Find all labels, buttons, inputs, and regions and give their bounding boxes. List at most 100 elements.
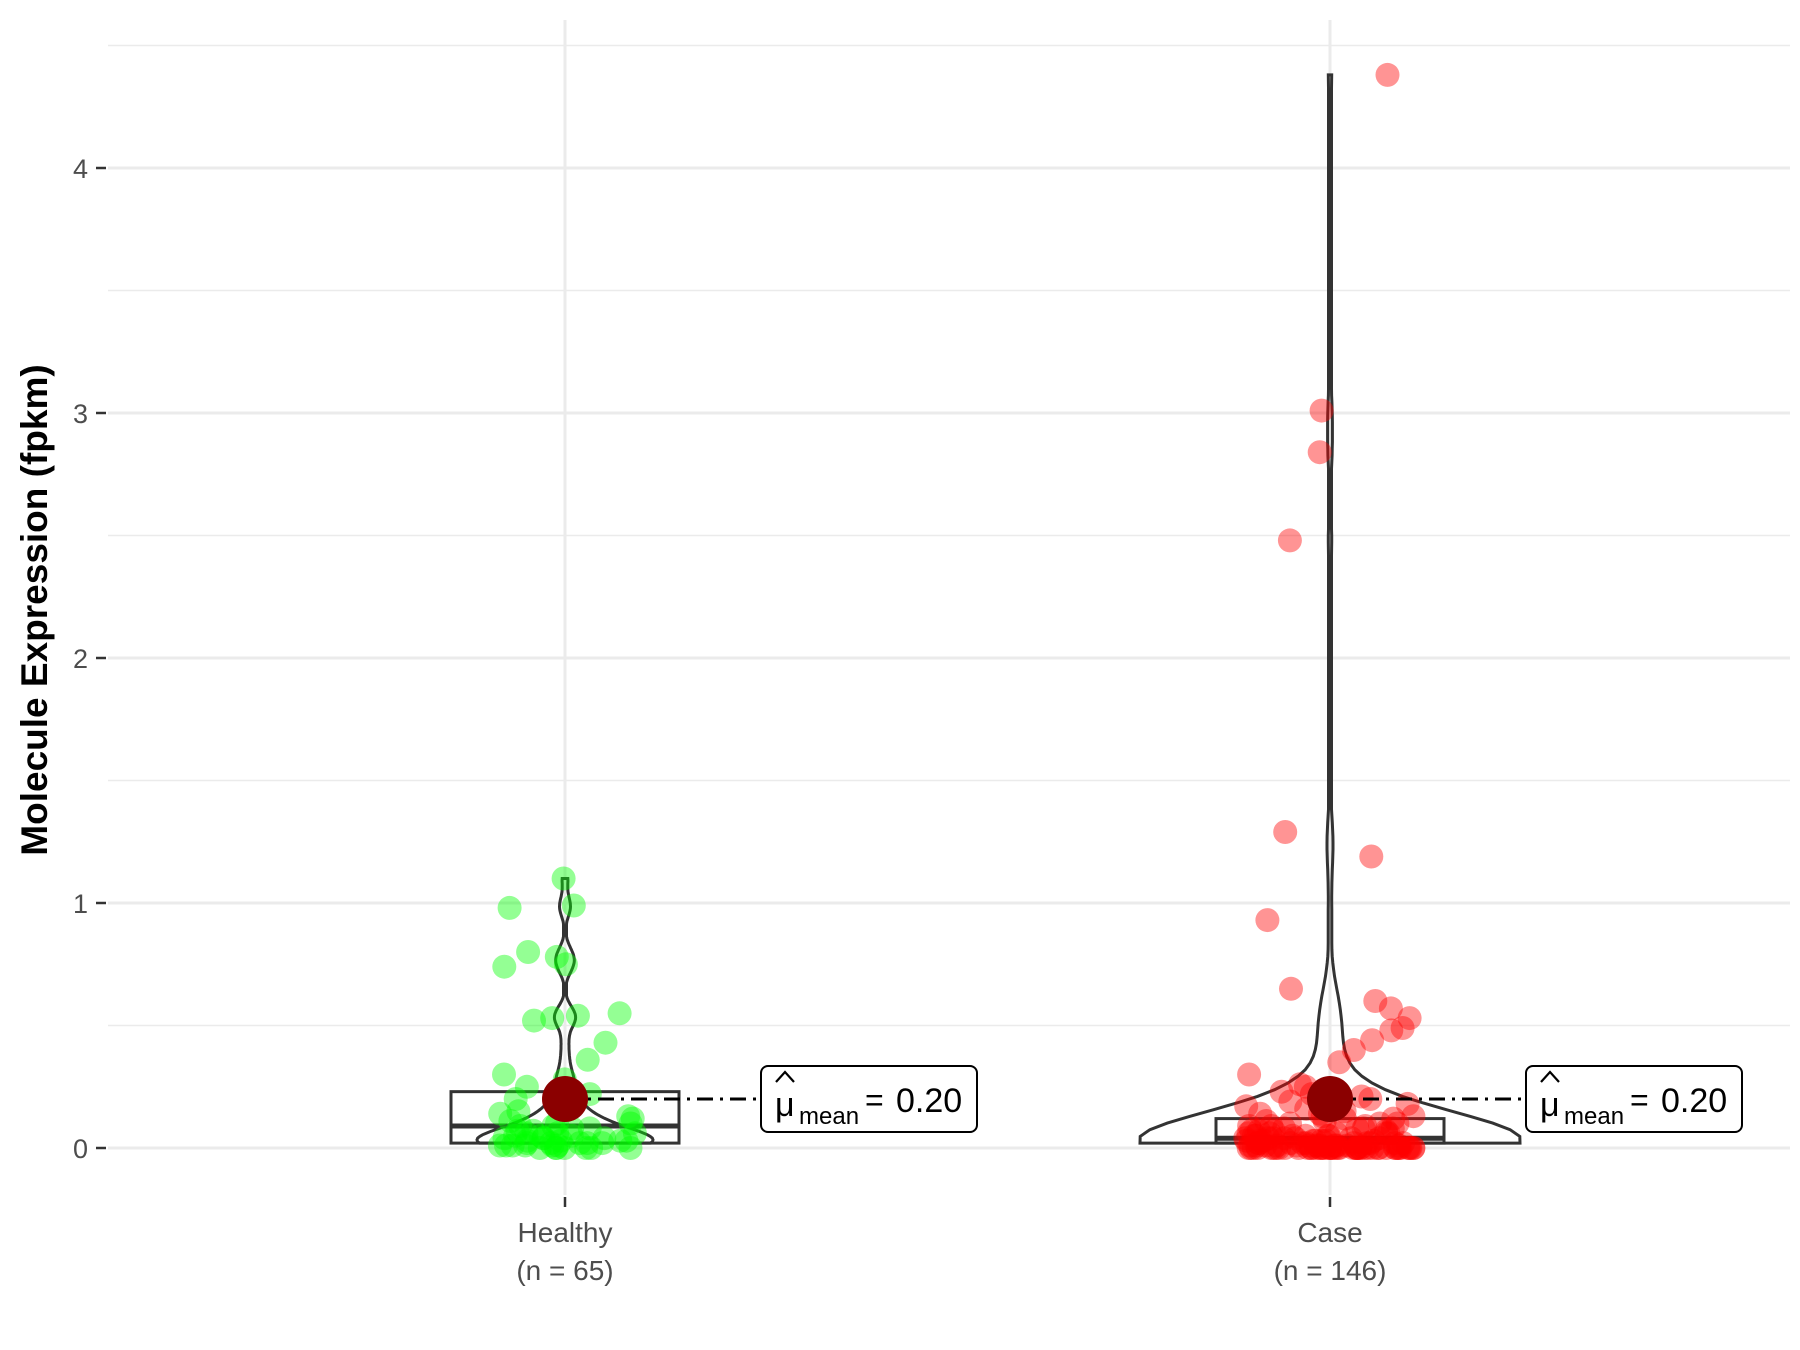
data-point bbox=[1290, 1131, 1315, 1156]
data-point bbox=[1278, 1131, 1303, 1156]
data-point bbox=[1317, 1123, 1341, 1148]
data-point bbox=[1397, 1136, 1422, 1160]
data-point bbox=[1236, 1136, 1261, 1160]
data-point bbox=[1244, 1133, 1269, 1158]
data-point bbox=[1341, 1136, 1365, 1160]
data-point bbox=[1303, 1128, 1328, 1153]
data-point bbox=[1316, 1123, 1340, 1148]
data-point bbox=[1246, 1131, 1271, 1156]
data-point bbox=[1385, 1136, 1410, 1160]
data-point bbox=[516, 940, 541, 964]
mean-label-subscript: mean bbox=[799, 1103, 859, 1130]
data-point bbox=[614, 1128, 639, 1153]
data-point bbox=[1352, 1136, 1377, 1160]
mean-label-equals: = bbox=[865, 1082, 884, 1118]
mean-label-subscript: mean bbox=[1564, 1103, 1624, 1130]
data-point bbox=[622, 1121, 647, 1146]
data-point bbox=[1253, 1133, 1278, 1158]
data-point bbox=[487, 1133, 512, 1158]
data-point bbox=[1310, 1136, 1335, 1160]
data-point bbox=[1401, 1104, 1426, 1129]
mean-label-symbol: μ bbox=[775, 1086, 795, 1124]
data-point bbox=[513, 1133, 538, 1158]
data-point bbox=[1309, 398, 1334, 423]
mean-markers bbox=[542, 1076, 1525, 1122]
data-point bbox=[1239, 1136, 1263, 1160]
data-point bbox=[1293, 1123, 1318, 1148]
data-point bbox=[1241, 1136, 1266, 1160]
data-point bbox=[1341, 1131, 1366, 1156]
hat-icon bbox=[775, 1070, 795, 1083]
data-point bbox=[1390, 1016, 1415, 1040]
data-point bbox=[1241, 1123, 1266, 1148]
data-point bbox=[1322, 1133, 1347, 1158]
data-point bbox=[538, 1131, 563, 1156]
data-point bbox=[527, 1136, 552, 1160]
data-point bbox=[1379, 1018, 1404, 1043]
data-point bbox=[503, 1123, 528, 1148]
data-point bbox=[1367, 1126, 1392, 1151]
data-point bbox=[531, 1126, 556, 1151]
data-point bbox=[497, 895, 522, 920]
data-point bbox=[1257, 1121, 1282, 1146]
data-point bbox=[1374, 1118, 1399, 1143]
data-point bbox=[1401, 1136, 1426, 1160]
data-point bbox=[488, 1101, 513, 1126]
data-point bbox=[561, 893, 586, 918]
data-point bbox=[579, 1136, 604, 1160]
data-point bbox=[1307, 1136, 1332, 1160]
data-point bbox=[1376, 1121, 1401, 1146]
data-point bbox=[1248, 1101, 1273, 1126]
data-point bbox=[1236, 1121, 1261, 1146]
mean-label-symbol: μ bbox=[1540, 1086, 1560, 1124]
data-point bbox=[1385, 1111, 1410, 1136]
data-point bbox=[1378, 996, 1403, 1021]
mean-annotations: μ mean = 0.20 μ mean = 0.20 bbox=[760, 1065, 1743, 1133]
data-point bbox=[559, 1123, 584, 1148]
data-point bbox=[1272, 1136, 1297, 1160]
data-point bbox=[1317, 1136, 1342, 1160]
data-point bbox=[1383, 1136, 1408, 1160]
data-point bbox=[1360, 1136, 1385, 1160]
data-point bbox=[1297, 1133, 1322, 1158]
data-points bbox=[487, 62, 1426, 1160]
data-point bbox=[1320, 1136, 1345, 1160]
violins bbox=[475, 73, 1522, 1145]
data-point bbox=[1366, 1136, 1390, 1160]
data-point bbox=[1324, 1133, 1349, 1158]
data-point bbox=[575, 1047, 600, 1072]
y-tick-label: 4 bbox=[73, 154, 88, 184]
data-point bbox=[553, 952, 578, 977]
data-point bbox=[616, 1104, 641, 1129]
data-point bbox=[1254, 1109, 1279, 1133]
data-point bbox=[1374, 1121, 1399, 1146]
mean-label-equals: = bbox=[1630, 1082, 1649, 1118]
data-point bbox=[575, 1131, 599, 1156]
data-point bbox=[1367, 1111, 1392, 1136]
data-point bbox=[1259, 1114, 1284, 1138]
violin-healthy bbox=[475, 877, 655, 1145]
data-point bbox=[1397, 1006, 1422, 1031]
data-point bbox=[1239, 1118, 1264, 1143]
data-point bbox=[1354, 1131, 1379, 1156]
mean-marker-healthy bbox=[542, 1076, 588, 1122]
hat-icon bbox=[1540, 1070, 1560, 1083]
x-tick-label-group: Healthy bbox=[518, 1217, 613, 1248]
data-point bbox=[1234, 1128, 1259, 1153]
data-point bbox=[1255, 908, 1280, 933]
data-point bbox=[1322, 1136, 1347, 1160]
data-point bbox=[1327, 1136, 1352, 1160]
x-tick-label-group: Case bbox=[1297, 1217, 1362, 1248]
mean-label-value: 0.20 bbox=[896, 1082, 962, 1120]
data-point bbox=[552, 1136, 577, 1160]
data-point bbox=[1361, 1128, 1386, 1153]
data-point bbox=[1288, 1072, 1312, 1097]
data-point bbox=[1269, 1079, 1294, 1104]
data-point bbox=[608, 1128, 633, 1153]
x-tick-label-count: (n = 65) bbox=[516, 1255, 613, 1286]
data-point bbox=[1335, 1133, 1360, 1158]
data-point bbox=[1237, 1114, 1262, 1138]
data-point bbox=[1272, 1126, 1297, 1151]
x-axis: Healthy (n = 65) Case (n = 146) bbox=[516, 1197, 1386, 1286]
data-point bbox=[540, 1006, 565, 1031]
